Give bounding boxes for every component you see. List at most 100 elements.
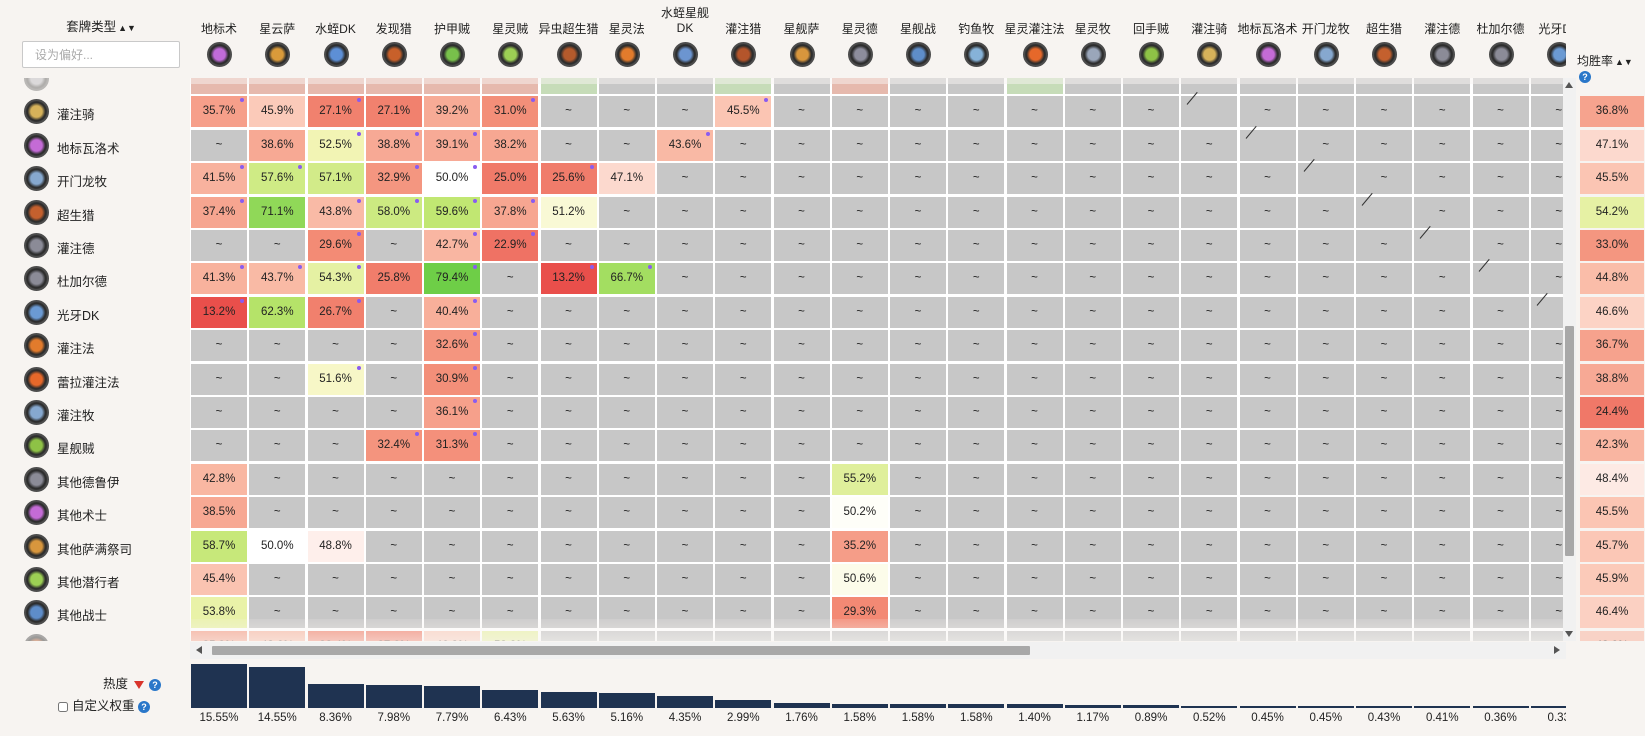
- matchup-cell[interactable]: ~: [1181, 530, 1238, 562]
- matchup-cell[interactable]: ~: [773, 330, 830, 362]
- matchup-cell[interactable]: ~: [1356, 397, 1412, 428]
- row-label[interactable]: 星舰贼: [24, 429, 190, 462]
- matchup-cell[interactable]: ~: [1064, 129, 1121, 161]
- matchup-cell[interactable]: ~: [1123, 263, 1179, 295]
- matchup-cell[interactable]: ~: [1530, 430, 1566, 462]
- matchup-cell[interactable]: [1472, 263, 1529, 295]
- matchup-cell[interactable]: ~: [773, 263, 830, 295]
- row-label[interactable]: 灌注骑: [24, 95, 190, 128]
- matchup-cell[interactable]: ~: [249, 497, 306, 529]
- matchup-cell[interactable]: ~: [1064, 497, 1121, 529]
- matchup-cell[interactable]: ~: [482, 463, 539, 495]
- matchup-cell[interactable]: ~: [773, 530, 830, 562]
- matchup-cell[interactable]: ~: [1356, 296, 1412, 328]
- matchup-cell[interactable]: ~: [540, 497, 597, 529]
- matchup-cell[interactable]: ~: [598, 430, 655, 462]
- matchup-cell[interactable]: ~: [715, 597, 772, 629]
- matchup-cell[interactable]: ~: [482, 397, 539, 428]
- matchup-cell[interactable]: ~: [249, 430, 306, 462]
- matchup-cell[interactable]: ~: [540, 230, 597, 261]
- matchup-cell[interactable]: ~: [1181, 630, 1238, 641]
- matchup-cell[interactable]: 45.4%: [191, 564, 247, 595]
- matchup-cell[interactable]: ~: [1239, 296, 1296, 328]
- matchup-cell[interactable]: ~: [1356, 129, 1412, 161]
- matchup-cell[interactable]: ~: [1064, 363, 1121, 395]
- matchup-cell[interactable]: 38.5%: [191, 497, 247, 529]
- matchup-cell[interactable]: ~: [1472, 564, 1529, 595]
- matchup-cell[interactable]: ~: [424, 564, 480, 595]
- custom-weight-checkbox[interactable]: [58, 701, 68, 712]
- column-header[interactable]: 回手贼: [1122, 0, 1180, 78]
- matchup-cell[interactable]: ~: [1472, 530, 1529, 562]
- matchup-cell[interactable]: ~: [1530, 96, 1566, 128]
- matchup-cell[interactable]: ~: [1414, 530, 1471, 562]
- matchup-cell[interactable]: 39.2%: [424, 96, 480, 128]
- matchup-cell[interactable]: ~: [657, 630, 713, 641]
- matchup-cell[interactable]: ~: [1472, 397, 1529, 428]
- column-header[interactable]: 超生猎: [1355, 0, 1413, 78]
- matchup-cell[interactable]: 59.6%: [424, 196, 480, 228]
- matchup-cell[interactable]: ~: [191, 129, 247, 161]
- matchup-cell[interactable]: 53.8%: [482, 630, 539, 641]
- matchup-cell[interactable]: ~: [948, 597, 1005, 629]
- matchup-cell[interactable]: ~: [540, 430, 597, 462]
- matchup-cell[interactable]: ~: [1123, 129, 1179, 161]
- row-label[interactable]: 杜加尔德: [24, 262, 190, 295]
- matchup-cell[interactable]: 50.2%: [831, 497, 888, 529]
- matchup-cell[interactable]: [1472, 78, 1529, 94]
- matchup-cell[interactable]: ~: [1123, 463, 1179, 495]
- matchup-cell[interactable]: ~: [1472, 330, 1529, 362]
- matchup-cell[interactable]: 26.7%: [307, 296, 364, 328]
- matchup-cell[interactable]: ~: [1181, 196, 1238, 228]
- matchup-cell[interactable]: ~: [657, 397, 713, 428]
- matchup-cell[interactable]: ~: [1064, 530, 1121, 562]
- matchup-cell[interactable]: ~: [948, 263, 1005, 295]
- matchup-cell[interactable]: ~: [890, 597, 946, 629]
- matchup-cell[interactable]: ~: [1530, 497, 1566, 529]
- column-header[interactable]: 杜加尔德: [1472, 0, 1530, 78]
- matchup-cell[interactable]: ~: [1297, 129, 1354, 161]
- matchup-cell[interactable]: ~: [657, 263, 713, 295]
- matchup-cell[interactable]: ~: [831, 96, 888, 128]
- matchup-cell[interactable]: ~: [540, 330, 597, 362]
- matchup-cell[interactable]: [657, 78, 713, 94]
- matchup-cell[interactable]: ~: [307, 397, 364, 428]
- matchup-cell[interactable]: ~: [1123, 430, 1179, 462]
- matchup-cell[interactable]: ~: [1530, 397, 1566, 428]
- matchup-cell[interactable]: ~: [657, 430, 713, 462]
- matchup-cell[interactable]: ~: [1006, 296, 1063, 328]
- matchup-cell[interactable]: ~: [831, 263, 888, 295]
- matchup-cell[interactable]: ~: [1239, 230, 1296, 261]
- matchup-cell[interactable]: ~: [657, 96, 713, 128]
- matchup-cell[interactable]: ~: [1239, 263, 1296, 295]
- matchup-cell[interactable]: ~: [482, 363, 539, 395]
- matchup-cell[interactable]: ~: [1530, 129, 1566, 161]
- matchup-cell[interactable]: ~: [948, 463, 1005, 495]
- matchup-cell[interactable]: [715, 78, 772, 94]
- matchup-cell[interactable]: ~: [1239, 163, 1296, 195]
- matchup-cell[interactable]: ~: [1181, 564, 1238, 595]
- matchup-cell[interactable]: ~: [1181, 296, 1238, 328]
- matchup-cell[interactable]: 45.9%: [249, 96, 306, 128]
- matchup-cell[interactable]: ~: [1414, 263, 1471, 295]
- matchup-cell[interactable]: ~: [1181, 363, 1238, 395]
- matchup-cell[interactable]: 31.3%: [424, 430, 480, 462]
- matchup-cell[interactable]: ~: [1472, 296, 1529, 328]
- matchup-cell[interactable]: ~: [1472, 163, 1529, 195]
- matchup-cell[interactable]: ~: [715, 296, 772, 328]
- matchup-cell[interactable]: 13.2%: [540, 263, 597, 295]
- matchup-cell[interactable]: ~: [831, 330, 888, 362]
- matchup-cell[interactable]: ~: [890, 630, 946, 641]
- matchup-cell[interactable]: ~: [1414, 597, 1471, 629]
- matchup-cell[interactable]: [1181, 96, 1238, 128]
- matchup-cell[interactable]: ~: [1472, 363, 1529, 395]
- matchup-cell[interactable]: ~: [890, 96, 946, 128]
- matchup-cell[interactable]: ~: [890, 296, 946, 328]
- matchup-cell[interactable]: [1356, 78, 1412, 94]
- column-header[interactable]: 光牙DK: [1530, 0, 1566, 78]
- matchup-cell[interactable]: ~: [598, 196, 655, 228]
- matchup-cell[interactable]: ~: [1006, 330, 1063, 362]
- matchup-cell[interactable]: ~: [715, 497, 772, 529]
- matchup-cell[interactable]: [482, 78, 539, 94]
- matchup-cell[interactable]: ~: [540, 530, 597, 562]
